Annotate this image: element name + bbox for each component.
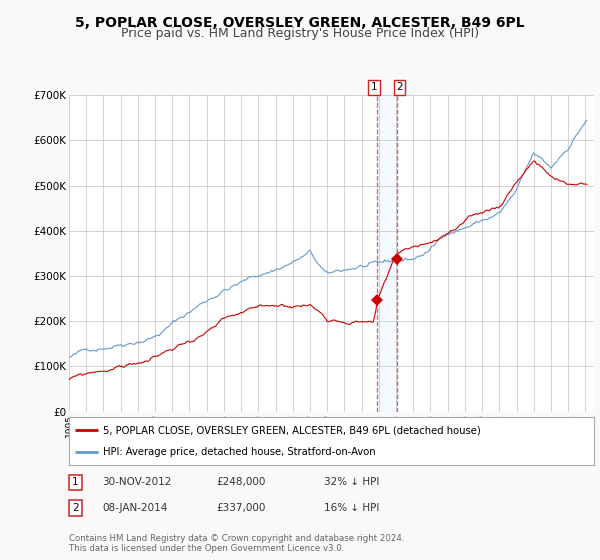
- Bar: [377, 95, 397, 412]
- Text: 16% ↓ HPI: 16% ↓ HPI: [324, 503, 379, 512]
- Text: 30-NOV-2012: 30-NOV-2012: [102, 478, 172, 487]
- Text: 1: 1: [72, 478, 79, 487]
- Text: 32% ↓ HPI: 32% ↓ HPI: [324, 478, 379, 487]
- Text: Contains HM Land Registry data © Crown copyright and database right 2024.
This d: Contains HM Land Registry data © Crown c…: [69, 534, 404, 553]
- Text: Price paid vs. HM Land Registry's House Price Index (HPI): Price paid vs. HM Land Registry's House …: [121, 27, 479, 40]
- Text: 1: 1: [371, 82, 378, 92]
- Text: 2: 2: [72, 503, 79, 512]
- Text: 08-JAN-2014: 08-JAN-2014: [102, 503, 167, 512]
- Text: £248,000: £248,000: [216, 478, 265, 487]
- Text: HPI: Average price, detached house, Stratford-on-Avon: HPI: Average price, detached house, Stra…: [103, 447, 376, 457]
- Text: 5, POPLAR CLOSE, OVERSLEY GREEN, ALCESTER, B49 6PL: 5, POPLAR CLOSE, OVERSLEY GREEN, ALCESTE…: [75, 16, 525, 30]
- Text: 2: 2: [396, 82, 403, 92]
- Text: £337,000: £337,000: [216, 503, 265, 512]
- Text: 5, POPLAR CLOSE, OVERSLEY GREEN, ALCESTER, B49 6PL (detached house): 5, POPLAR CLOSE, OVERSLEY GREEN, ALCESTE…: [103, 425, 481, 435]
